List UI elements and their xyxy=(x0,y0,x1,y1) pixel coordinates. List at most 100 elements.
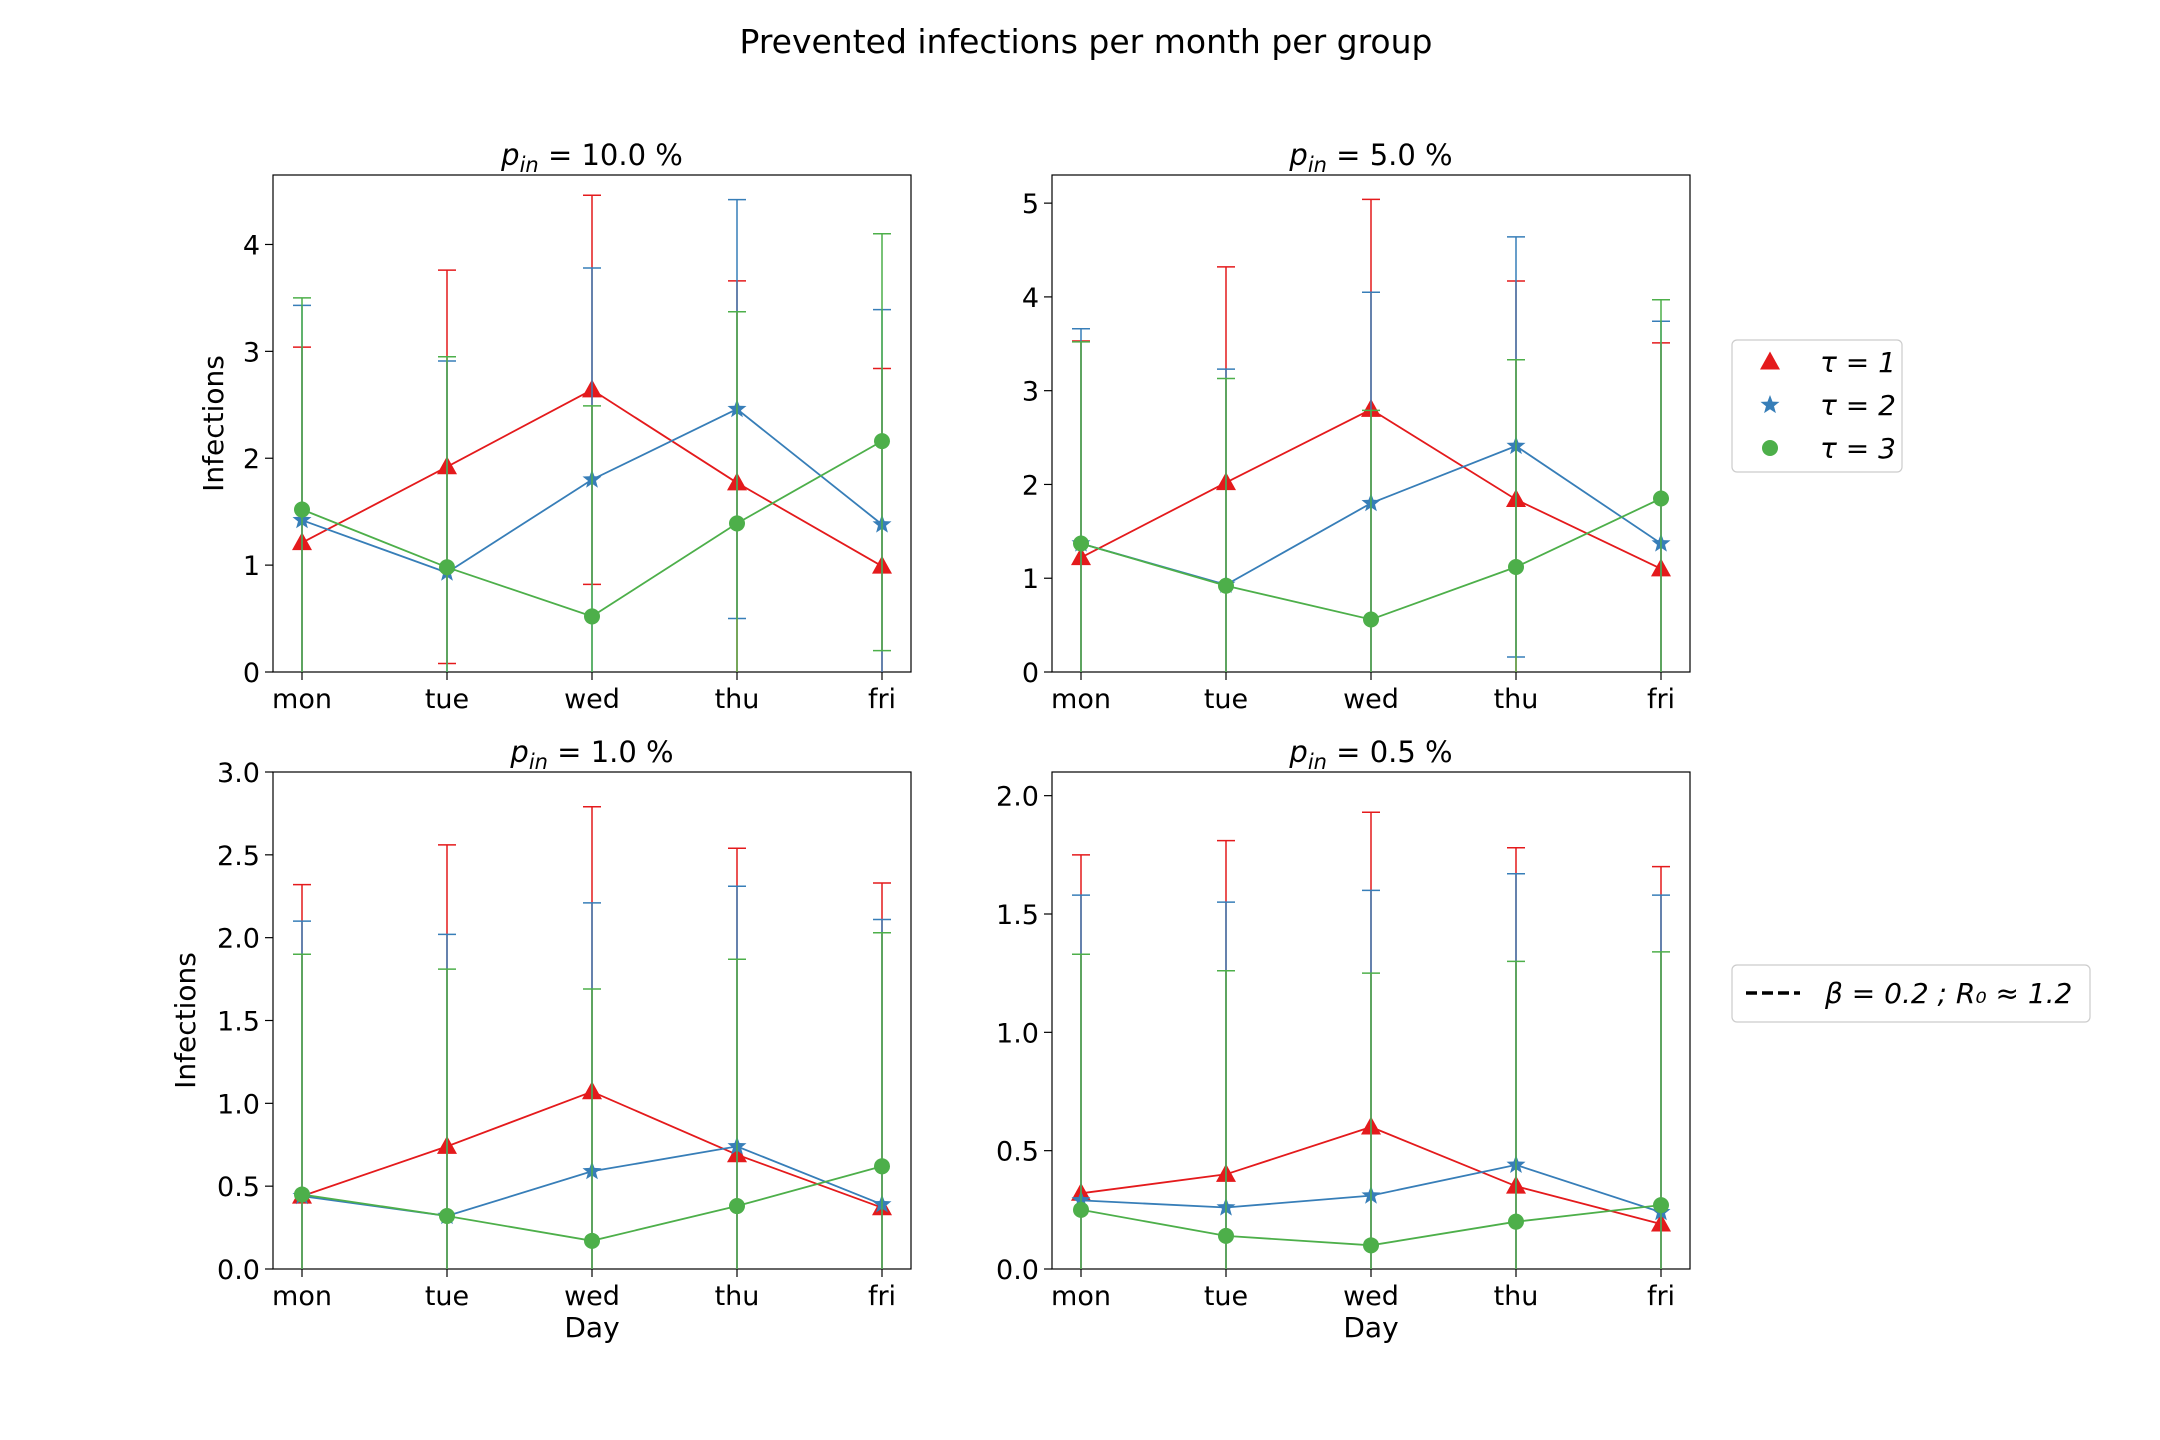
y-tick-label: 2.0 xyxy=(996,782,1039,813)
y-tick-label: 0 xyxy=(1022,658,1039,689)
x-tick-label: tue xyxy=(1204,684,1248,715)
x-tick-label: wed xyxy=(564,1281,620,1312)
data-point xyxy=(1073,1201,1089,1218)
data-point xyxy=(1073,535,1089,552)
panel-title-rest: = 5.0 % xyxy=(1327,138,1453,172)
legend-label: τ = 2 xyxy=(1820,389,1896,422)
data-point xyxy=(439,1207,455,1224)
x-tick-label: thu xyxy=(715,1281,760,1312)
x-axis-label: Day xyxy=(564,1311,619,1344)
panel-1: pin = 10.0 % 0 1 2 3 4 mon tue wed thu fri Infectio… xyxy=(197,138,912,715)
legend-marker-circle xyxy=(1762,440,1778,456)
y-tick-label: 2.0 xyxy=(217,924,260,955)
y-axis-label: Infections xyxy=(169,952,202,1089)
y-tick-label: 4 xyxy=(243,230,260,261)
legend-marker-star xyxy=(1760,395,1780,414)
figure-title: Prevented infections per month per group xyxy=(740,22,1433,61)
x-tick-label: tue xyxy=(425,684,469,715)
data-point xyxy=(874,1158,890,1175)
y-tick-label: 1.5 xyxy=(996,900,1039,931)
panel-title-base: p xyxy=(500,138,519,172)
y-tick-label: 0 xyxy=(243,658,260,689)
x-tick-label: wed xyxy=(564,684,620,715)
panel-title: pin = 10.0 % xyxy=(500,138,683,177)
data-point xyxy=(1508,558,1524,575)
x-axis-label: Day xyxy=(1343,1311,1398,1344)
legend-lines-box xyxy=(1731,964,2091,1023)
y-tick-label: 1 xyxy=(1022,564,1039,595)
data-point xyxy=(1218,577,1234,594)
data-point xyxy=(729,515,745,532)
panel-title-subscript: in xyxy=(1308,750,1327,774)
data-point xyxy=(1508,1213,1524,1230)
data-point xyxy=(439,559,455,576)
series-tau-3 xyxy=(1072,951,1670,1269)
data-point xyxy=(1653,490,1669,507)
panel-title-base: p xyxy=(509,735,528,769)
data-point xyxy=(294,1186,310,1203)
y-tick-label: 2.5 xyxy=(217,841,260,872)
panel-3: pin = 1.0 % 0.0 0.5 1.0 1.5 2.0 2.5 3.0 mon tue we… xyxy=(169,735,912,1344)
panel-title-rest: = 10.0 % xyxy=(539,138,683,172)
x-tick-label: fri xyxy=(1647,684,1675,715)
y-tick-label: 4 xyxy=(1022,283,1039,314)
legend-markers-box xyxy=(1731,339,1903,473)
data-point xyxy=(294,501,310,518)
legend-label: τ = 3 xyxy=(1820,432,1896,465)
x-tick-label: thu xyxy=(1494,1281,1539,1312)
y-tick-label: 2 xyxy=(243,444,260,475)
x-tick-label: wed xyxy=(1343,684,1399,715)
data-point xyxy=(729,1198,745,1215)
x-tick-label: fri xyxy=(868,684,896,715)
y-axis-label: Infections xyxy=(197,355,230,492)
y-tick-label: 1.5 xyxy=(217,1007,260,1038)
panel-title-base: p xyxy=(1288,138,1307,172)
y-tick-label: 1 xyxy=(243,551,260,582)
x-tick-label: mon xyxy=(272,1281,332,1312)
data-point xyxy=(1653,1197,1669,1214)
panel-title: pin = 0.5 % xyxy=(1288,735,1452,774)
x-tick-label: tue xyxy=(425,1281,469,1312)
y-tick-label: 3.0 xyxy=(217,758,260,789)
x-tick-label: fri xyxy=(868,1281,896,1312)
y-tick-label: 0.0 xyxy=(996,1255,1039,1286)
y-tick-label: 0.5 xyxy=(996,1137,1039,1168)
y-tick-label: 5 xyxy=(1022,189,1039,220)
y-tick-label: 3 xyxy=(243,337,260,368)
x-tick-label: wed xyxy=(1343,1281,1399,1312)
data-point xyxy=(584,1232,600,1249)
data-point xyxy=(874,433,890,450)
data-point xyxy=(1363,611,1379,628)
y-tick-label: 1.0 xyxy=(217,1089,260,1120)
panel-title-subscript: in xyxy=(529,750,548,774)
panel-title: pin = 1.0 % xyxy=(509,735,673,774)
y-tick-label: 2 xyxy=(1022,470,1039,501)
data-point xyxy=(1363,1237,1379,1254)
panel-2: pin = 5.0 % 0 1 2 3 4 5 mon tue wed thu fri xyxy=(1022,138,1691,715)
panel-title-base: p xyxy=(1288,735,1307,769)
y-tick-label: 0.5 xyxy=(217,1172,260,1203)
legend-markers: τ = 1 τ = 2 τ = 3 xyxy=(1731,339,1903,473)
series-tau-3 xyxy=(1072,298,1670,672)
x-tick-label: mon xyxy=(272,684,332,715)
panel-title-subscript: in xyxy=(1308,153,1327,177)
panel-title-rest: = 0.5 % xyxy=(1327,735,1453,769)
data-point xyxy=(584,608,600,625)
data-point xyxy=(1218,1227,1234,1244)
legend-marker-triangle xyxy=(1760,351,1780,370)
series-tau-3 xyxy=(293,931,891,1269)
x-tick-label: fri xyxy=(1647,1281,1675,1312)
x-tick-label: mon xyxy=(1051,1281,1111,1312)
legend-lines: β = 0.2 ; R₀ ≈ 1.2 xyxy=(1731,964,2091,1023)
x-tick-label: tue xyxy=(1204,1281,1248,1312)
panel-4: pin = 0.5 % 0.0 0.5 1.0 1.5 2.0 mon tue wed thu fr… xyxy=(996,735,1691,1344)
legends: τ = 1 τ = 2 τ = 3 β = 0.2 ; R₀ ≈ 1.2 xyxy=(1731,339,2091,1023)
x-tick-label: mon xyxy=(1051,684,1111,715)
y-tick-label: 0.0 xyxy=(217,1255,260,1286)
legend-label: τ = 1 xyxy=(1820,346,1896,379)
x-tick-label: thu xyxy=(1494,684,1539,715)
x-tick-label: thu xyxy=(715,684,760,715)
panel-title-rest: = 1.0 % xyxy=(548,735,674,769)
